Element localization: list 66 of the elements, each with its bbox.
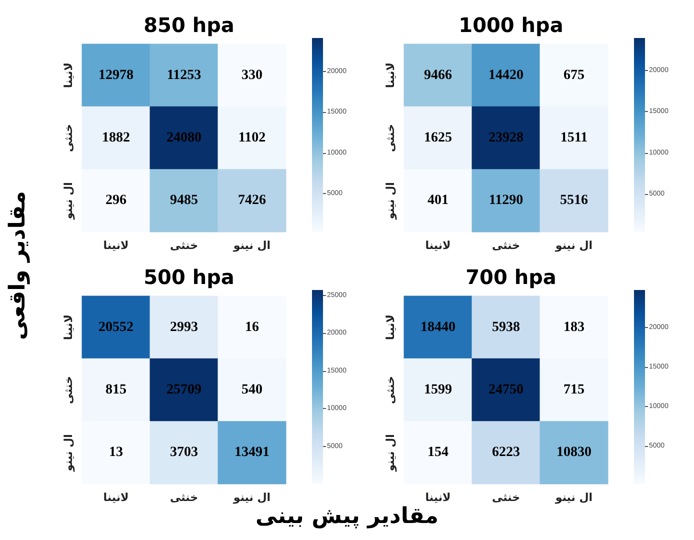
data-label: 330 [242,68,262,83]
chart-title: 1000 hpa [458,13,564,37]
data-label: 11253 [166,68,202,83]
y-tick-label: لانینا [62,314,75,340]
x-tick-label: ال نینو [232,491,271,504]
data-label: 1102 [238,130,266,146]
data-label: 11290 [488,193,524,208]
data-label: 5516 [560,193,588,208]
data-label: 13491 [234,445,270,460]
data-label: 24750 [488,382,524,398]
x-tick-label: خنثی [492,491,520,504]
chart-title: 700 hpa [466,265,556,289]
data-label: 183 [564,320,584,335]
data-label: 14420 [488,68,524,83]
data-label: 25709 [166,382,202,398]
data-label: 540 [242,382,262,398]
y-tick-label: خنثی [62,124,75,152]
y-tick-label: ال نینو [384,434,397,472]
data-label: 7426 [238,193,266,208]
data-label: 23928 [488,130,524,146]
x-tick-label: ال نینو [554,491,593,504]
data-label: 401 [428,193,448,208]
data-label: 3703 [170,445,198,460]
data-label: 18440 [420,320,456,335]
x-tick-label: خنثی [170,239,198,252]
chart-title: 500 hpa [144,265,234,289]
x-tick-label: خنثی [492,239,520,252]
y-tick-label: لانینا [384,62,397,88]
y-tick-label: ال نینو [62,434,75,472]
data-label: 2993 [170,320,198,335]
chart-title: 850 hpa [144,13,234,37]
x-tick-label: لانینا [103,239,129,252]
data-label: 16 [245,320,259,335]
y-tick-label: خنثی [62,376,75,404]
data-label: 1625 [424,130,452,146]
data-label: 296 [106,193,126,208]
data-label: 12978 [98,68,134,83]
x-tick-label: ال نینو [554,239,593,252]
data-label: 24080 [166,130,202,146]
y-tick-label: لانینا [62,62,75,88]
x-tick-label: لانینا [425,491,451,504]
x-tick-label: ال نینو [232,239,271,252]
data-label: 10830 [556,445,592,460]
data-label: 1599 [424,382,452,398]
data-label: 5938 [492,320,520,335]
y-tick-label: ال نینو [384,182,397,220]
data-label: 675 [564,68,584,83]
x-tick-label: خنثی [170,491,198,504]
y-tick-label: ال نینو [62,182,75,220]
x-axis-title: مقادیر پیش بینی [254,504,440,529]
y-tick-label: لانینا [384,314,397,340]
data-label: 20552 [98,320,134,335]
data-label: 1511 [560,130,588,146]
data-label: 715 [564,382,584,398]
y-axis-title: مقادیر واقعی [6,190,30,342]
data-label: 9466 [424,68,452,83]
data-label: 6223 [492,445,520,460]
data-label: 13 [109,445,123,460]
data-label: 815 [106,382,126,398]
data-label: 154 [428,445,448,460]
data-label: 9485 [170,193,198,208]
y-tick-label: خنثی [384,376,397,404]
y-tick-label: خنثی [384,124,397,152]
data-label: 1882 [102,130,130,146]
x-tick-label: لانینا [103,491,129,504]
x-tick-label: لانینا [425,239,451,252]
